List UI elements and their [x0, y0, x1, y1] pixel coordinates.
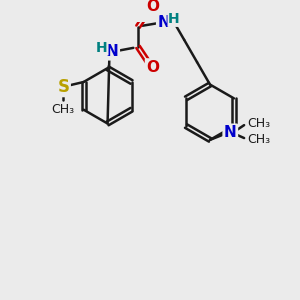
- Text: O: O: [146, 60, 159, 75]
- Text: N: N: [106, 44, 118, 59]
- Text: CH₃: CH₃: [247, 117, 270, 130]
- Text: H: H: [168, 12, 180, 26]
- Text: CH₃: CH₃: [247, 134, 270, 146]
- Text: H: H: [96, 41, 108, 55]
- Text: CH₃: CH₃: [52, 103, 75, 116]
- Text: O: O: [146, 0, 159, 14]
- Text: S: S: [57, 78, 69, 96]
- Text: N: N: [224, 125, 237, 140]
- Text: N: N: [158, 14, 170, 29]
